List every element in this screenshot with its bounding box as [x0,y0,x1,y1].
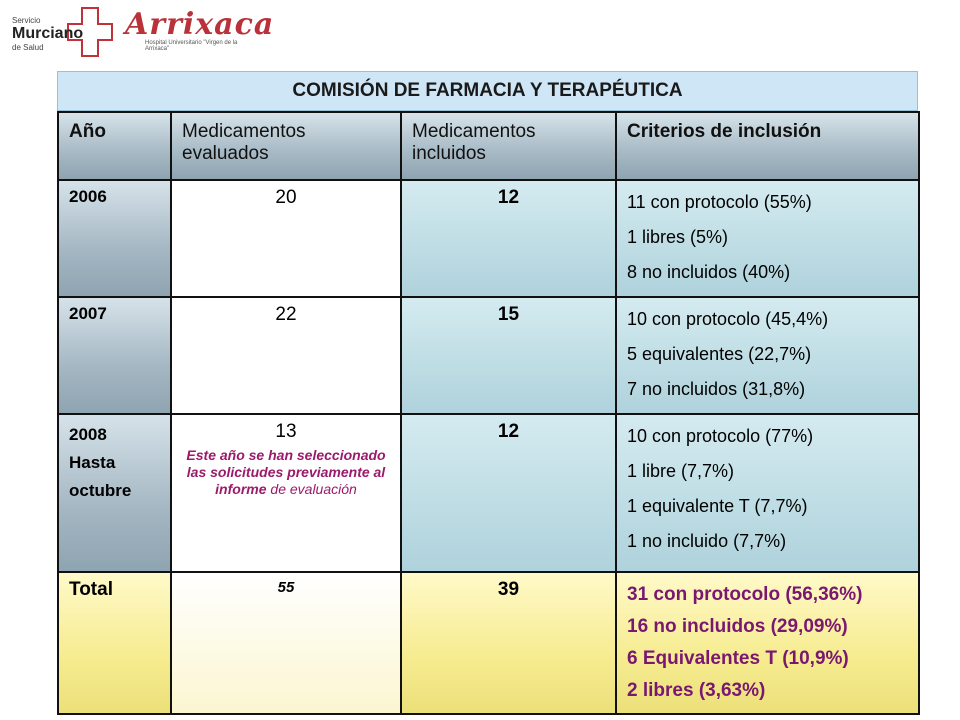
included-cell: 15 [400,296,617,415]
total-label: Total [57,571,172,715]
cross-icon [67,7,113,57]
table-title: COMISIÓN DE FARMACIA Y TERAPÉUTICA [57,71,918,111]
total-evaluated: 55 [170,571,402,715]
evaluated-cell: 22 [170,296,402,415]
criteria-line: 8 no incluidos (40%) [627,262,791,282]
criteria-line: 1 libre (7,7%) [627,461,735,481]
year-cell: 2008 Hasta octubre [57,413,172,573]
criteria-line: 1 no incluido (7,7%) [627,531,787,551]
total-criteria: 31 con protocolo (56,36%) 16 no incluido… [615,571,920,715]
criteria-cell: 10 con protocolo (45,4%) 5 equivalentes … [615,296,920,415]
header-evaluated: Medicamentos evaluados [170,111,402,181]
total-criteria-line: 31 con protocolo (56,36%) [627,584,863,605]
arrixaca-subtitle: Hospital Universitario "Virgen de la Arr… [145,40,238,52]
criteria-line: 7 no incluidos (31,8%) [627,379,806,399]
criteria-line: 10 con protocolo (45,4%) [627,309,829,329]
evaluation-note-text: Este año se han seleccionado las solicit… [186,447,386,497]
year-line: octubre [69,481,132,500]
criteria-line: 11 con protocolo (55%) [627,192,812,212]
included-cell: 12 [400,179,617,298]
smu-name-text: Murciano [12,25,84,42]
year-cell: 2007 [57,296,172,415]
arrixaca-logo: Arrixaca Hospital Universitario "Virgen … [125,7,275,54]
included-cell: 12 [400,413,617,573]
criteria-line: 10 con protocolo (77%) [627,426,814,446]
total-included: 39 [400,571,617,715]
header-included: Medicamentos incluidos [400,111,617,181]
servicio-murciano-logo: Servicio Murciano de Salud [8,4,118,60]
table-row: 2008 Hasta octubre 13 Este año se han se… [57,413,920,573]
smu-bottom-text: de Salud [12,43,44,52]
total-row: Total 55 39 31 con protocolo (56,36%) 16… [57,571,920,715]
header-row: Año Medicamentos evaluados Medicamentos … [57,111,920,181]
evaluation-note-tail: de evaluación [266,481,357,497]
evaluated-value: 13 [275,421,297,442]
pharmacy-commission-table: Año Medicamentos evaluados Medicamentos … [57,111,920,715]
criteria-cell: 10 con protocolo (77%) 1 libre (7,7%) 1 … [615,413,920,573]
total-criteria-line: 6 Equivalentes T (10,9%) [627,648,849,669]
arrixaca-name: Arrixaca [125,7,275,42]
criteria-line: 1 libres (5%) [627,227,729,247]
year-line: Hasta [69,453,116,472]
year-line: 2008 [69,425,107,444]
criteria-line: 1 equivalente T (7,7%) [627,496,808,516]
criteria-line: 5 equivalentes (22,7%) [627,344,812,364]
year-cell: 2006 [57,179,172,298]
table-row: 2006 20 12 11 con protocolo (55%) 1 libr… [57,179,920,298]
header-year: Año [57,111,172,181]
smu-top-text: Servicio [12,16,41,25]
evaluated-cell: 13 Este año se han seleccionado las soli… [170,413,402,573]
total-criteria-line: 16 no incluidos (29,09%) [627,616,848,637]
header-criteria: Criterios de inclusión [615,111,920,181]
total-criteria-line: 2 libres (3,63%) [627,680,766,701]
evaluation-note: Este año se han seleccionado las solicit… [182,447,390,498]
table-row: 2007 22 15 10 con protocolo (45,4%) 5 eq… [57,296,920,415]
criteria-cell: 11 con protocolo (55%) 1 libres (5%) 8 n… [615,179,920,298]
evaluated-cell: 20 [170,179,402,298]
